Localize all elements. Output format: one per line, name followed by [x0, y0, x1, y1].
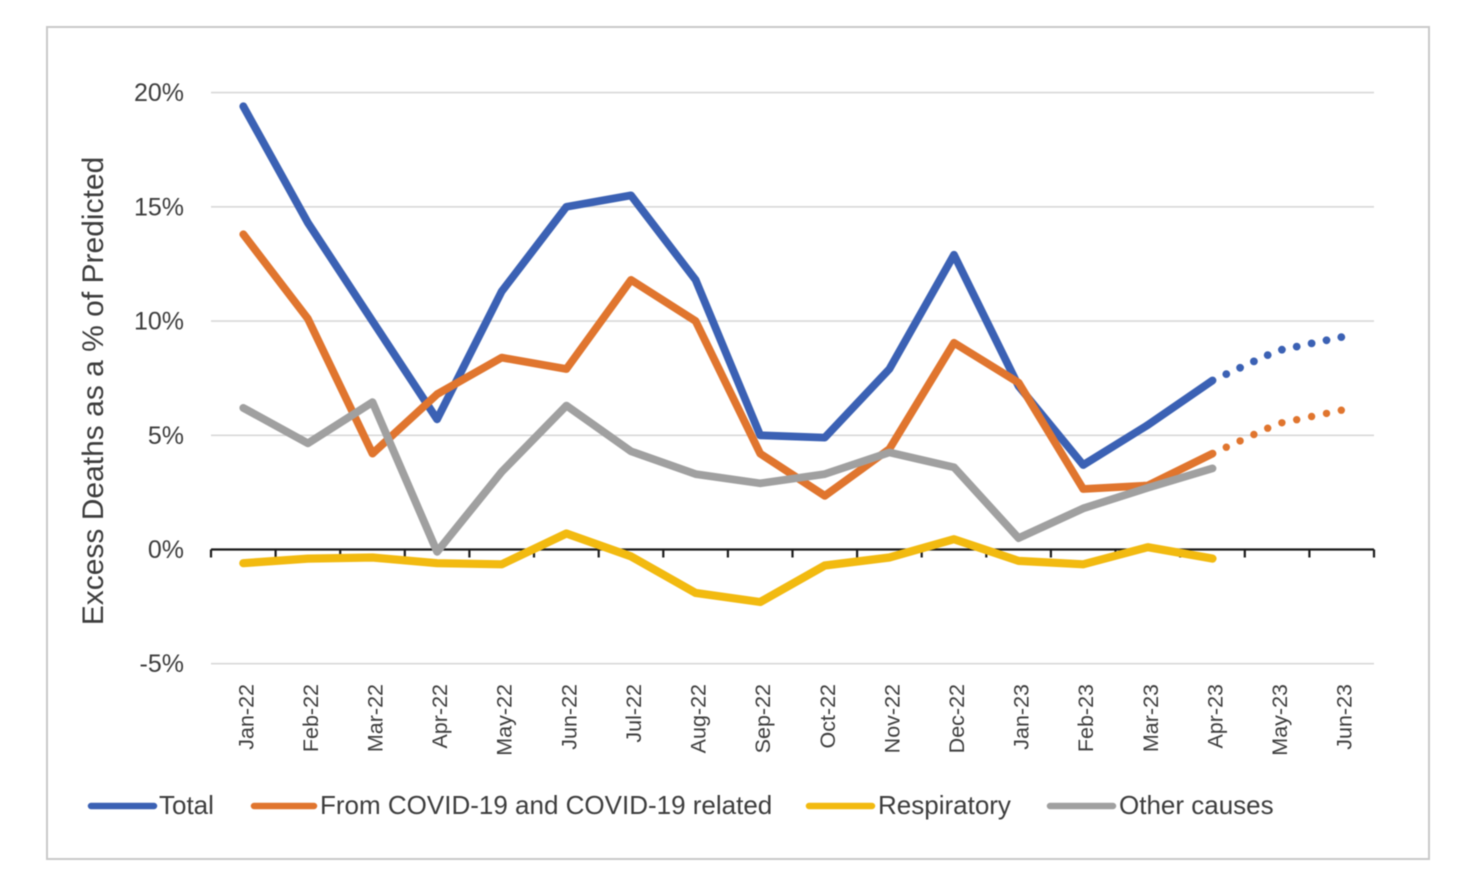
- svg-text:Mar-22: Mar-22: [364, 684, 388, 752]
- svg-text:-5%: -5%: [140, 650, 184, 678]
- svg-text:Jul-22: Jul-22: [622, 684, 646, 743]
- svg-text:May-22: May-22: [493, 684, 517, 756]
- svg-text:20%: 20%: [134, 79, 184, 107]
- svg-text:Other causes: Other causes: [1119, 790, 1274, 820]
- svg-text:Apr-23: Apr-23: [1204, 684, 1228, 749]
- svg-text:From COVID-19 and COVID-19 rel: From COVID-19 and COVID-19 related: [320, 790, 772, 820]
- svg-text:Feb-22: Feb-22: [299, 684, 323, 752]
- svg-text:Jun-22: Jun-22: [557, 684, 581, 750]
- svg-text:Oct-22: Oct-22: [816, 684, 840, 749]
- svg-text:Mar-23: Mar-23: [1139, 684, 1163, 752]
- svg-text:5%: 5%: [148, 422, 184, 450]
- svg-text:Jan-22: Jan-22: [234, 684, 258, 750]
- svg-text:Apr-22: Apr-22: [428, 684, 452, 749]
- svg-text:Dec-22: Dec-22: [945, 684, 969, 753]
- svg-text:Jan-23: Jan-23: [1010, 684, 1034, 750]
- svg-text:Jun-23: Jun-23: [1333, 684, 1357, 750]
- svg-text:Sep-22: Sep-22: [751, 684, 775, 753]
- svg-text:Respiratory: Respiratory: [878, 790, 1011, 820]
- svg-text:May-23: May-23: [1268, 684, 1292, 756]
- svg-text:0%: 0%: [148, 536, 184, 564]
- svg-text:15%: 15%: [134, 193, 184, 221]
- svg-text:Excess Deaths as a % of Predic: Excess Deaths as a % of Predicted: [77, 157, 110, 626]
- svg-text:Nov-22: Nov-22: [880, 684, 904, 753]
- svg-text:Total: Total: [159, 790, 214, 820]
- svg-text:Feb-23: Feb-23: [1074, 684, 1098, 752]
- svg-text:10%: 10%: [134, 308, 184, 336]
- svg-text:Aug-22: Aug-22: [687, 684, 711, 753]
